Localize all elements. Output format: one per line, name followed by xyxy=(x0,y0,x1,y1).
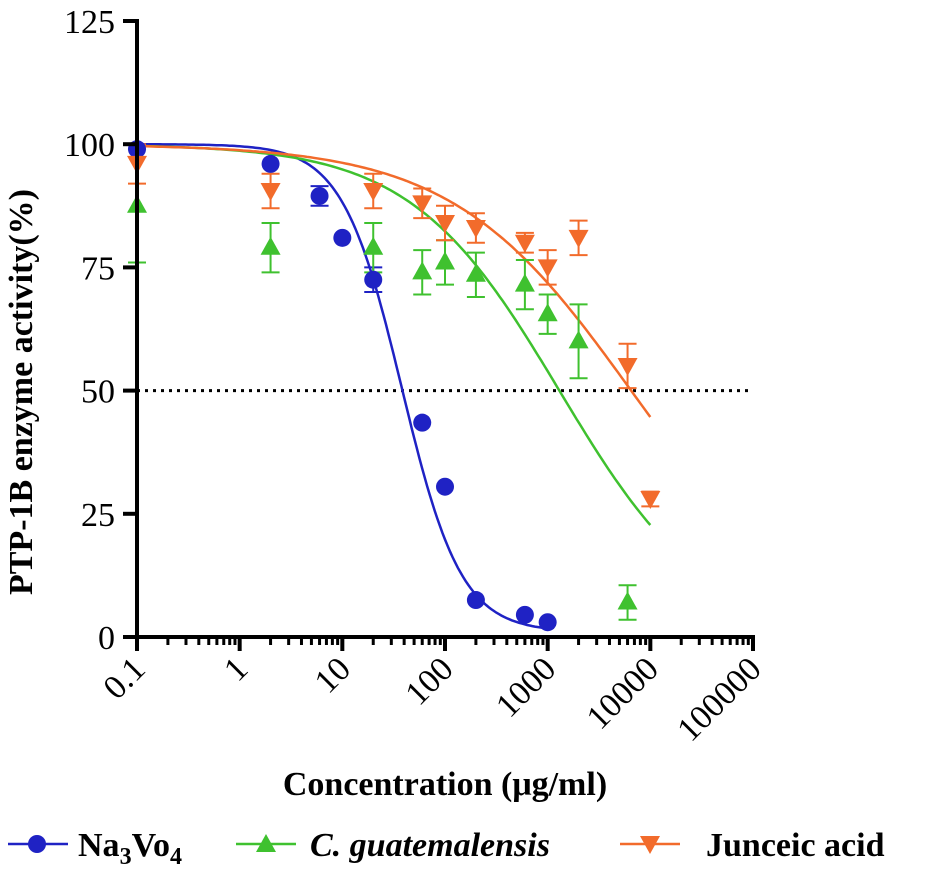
data-point-1 xyxy=(617,591,638,610)
data-point-0 xyxy=(261,154,280,173)
data-point-2 xyxy=(435,215,455,234)
y-tick-label: 100 xyxy=(64,127,115,164)
data-point-1 xyxy=(412,261,433,280)
legend-label-na3vo4: Na3Vo4 xyxy=(78,827,182,870)
data-point-1 xyxy=(537,303,558,322)
data-point-2 xyxy=(537,259,558,278)
x-tick-label: 100 xyxy=(398,650,460,712)
data-point-2 xyxy=(640,491,661,510)
data-point-1 xyxy=(514,273,535,292)
data-point-0 xyxy=(466,591,485,610)
data-point-1 xyxy=(568,330,589,349)
x-tick-label: 1 xyxy=(217,650,255,688)
x-tick-label: 100000 xyxy=(670,650,768,748)
data-point-2 xyxy=(568,229,589,248)
legend: Na3Vo4 C. guatemalensis Junceic acid xyxy=(8,827,885,870)
data-point-0 xyxy=(364,270,383,289)
data-point-0 xyxy=(436,477,454,496)
y-axis-title: PTP-1B enzyme activity(%) xyxy=(3,189,40,595)
legend-label-c-guatemalensis: C. guatemalensis xyxy=(310,827,550,864)
x-tick-label: 0.1 xyxy=(96,650,152,706)
data-point-1 xyxy=(465,263,486,282)
data-point-2 xyxy=(363,183,384,202)
legend-marker-na3vo4 xyxy=(28,835,46,853)
data-point-0 xyxy=(515,605,534,624)
fit-curve-2 xyxy=(136,144,652,418)
y-tick-label: 125 xyxy=(64,4,115,41)
axes-layer: 0 25 50 75 100 125 0.1 1 10 100 1000 10000 100000 xyxy=(64,4,769,749)
fit-curve-1 xyxy=(137,144,652,526)
x-tick-label: 10000 xyxy=(580,650,666,736)
data-point-0 xyxy=(333,228,352,247)
x-tick-label: 1000 xyxy=(489,650,563,724)
y-tick-label: 25 xyxy=(81,497,115,534)
data-point-1 xyxy=(363,236,384,255)
legend-marker-junceic-acid xyxy=(640,836,660,854)
data-point-2 xyxy=(412,195,433,214)
data-point-2 xyxy=(260,183,281,202)
x-tick-label: 10 xyxy=(308,650,358,700)
data-point-1 xyxy=(435,251,455,270)
y-tick-label: 75 xyxy=(81,250,115,287)
error-bars-layer xyxy=(128,143,660,621)
data-point-2 xyxy=(465,219,486,238)
y-tick-label: 0 xyxy=(98,620,115,657)
fit-curve-0 xyxy=(137,143,548,630)
data-point-1 xyxy=(260,236,281,255)
data-points-layer xyxy=(127,140,661,632)
data-point-0 xyxy=(413,413,432,432)
y-tick-label: 50 xyxy=(81,374,115,411)
legend-label-junceic-acid: Junceic acid xyxy=(706,827,885,864)
fit-curves-layer xyxy=(136,143,652,630)
legend-marker-c-guatemalensis xyxy=(256,834,276,852)
data-point-2 xyxy=(514,234,535,253)
x-axis-title: Concentration (μg/ml) xyxy=(283,766,607,803)
data-point-2 xyxy=(617,357,638,376)
data-point-0 xyxy=(538,613,557,632)
data-point-0 xyxy=(310,186,329,205)
